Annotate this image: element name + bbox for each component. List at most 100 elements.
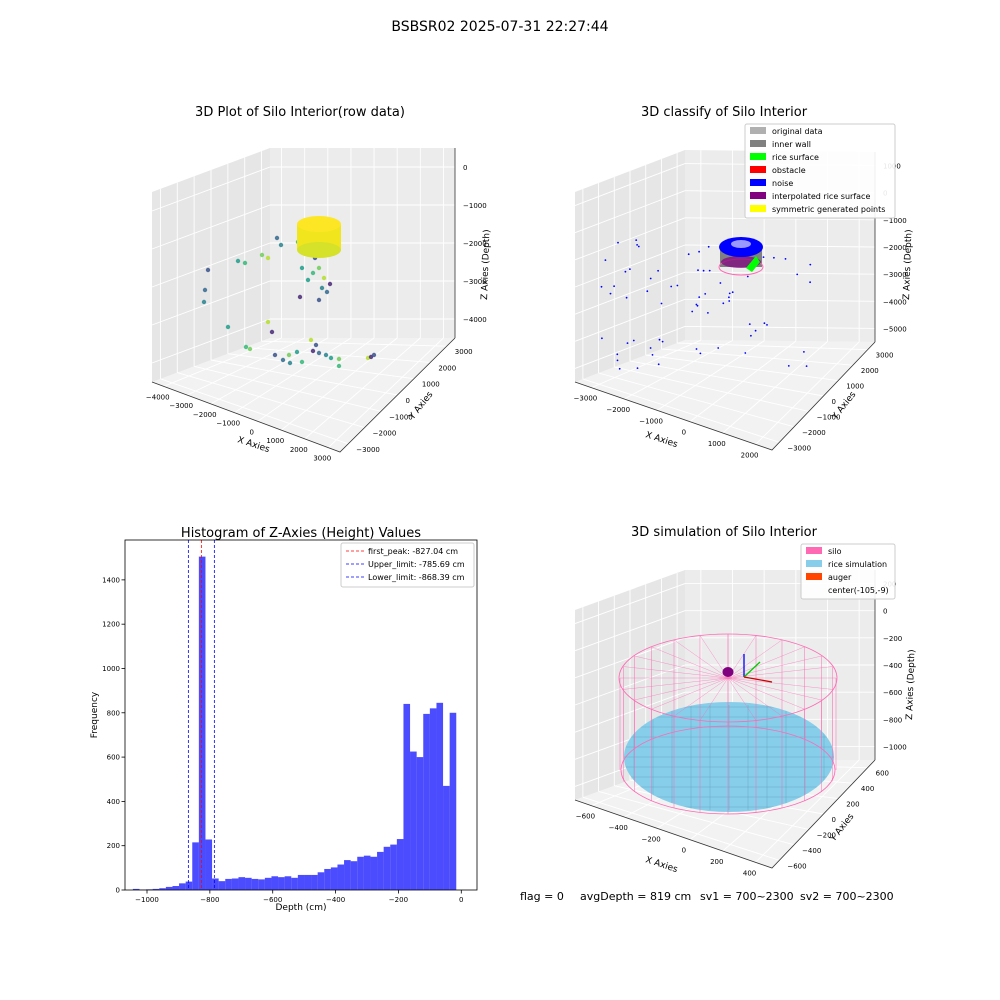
raw-data-point [297, 294, 303, 300]
simulation-z-gridline-left [574, 637, 686, 679]
silo-wire-spoke [623, 677, 729, 690]
classify-legend-label: noise [772, 179, 793, 188]
classify-z-gridline-left [574, 190, 686, 234]
classify-noise-point [687, 253, 690, 256]
silo-wire-spoke [673, 639, 729, 679]
histogram-bar [165, 886, 173, 890]
raw-data-point [336, 356, 342, 362]
classify-noise-point [796, 273, 799, 276]
simulation-z-tick-label: −600 [883, 689, 902, 697]
classify-noise-point [719, 282, 722, 284]
classify-noise-point [773, 256, 775, 259]
histogram-bar [416, 757, 424, 890]
simulation-y-tick-label: −600 [787, 862, 806, 870]
classify-z-tick-label: −5000 [883, 325, 907, 333]
histogram-x-tick-label: −200 [389, 896, 408, 904]
raw-y-gridline [261, 340, 447, 347]
raw-data-point [265, 319, 271, 325]
raw-y-gridline [177, 372, 365, 429]
classify-noise-point [646, 290, 649, 293]
classify-legend-swatch [750, 179, 766, 186]
histogram-title: Histogram of Z-Axies (Height) Values [181, 526, 421, 541]
auger-marker [722, 654, 773, 683]
histogram-bar [238, 877, 246, 890]
raw-y-tick-label: −1000 [389, 413, 413, 421]
classify-noise-point [616, 353, 619, 356]
simulation-y-tick-label: 200 [846, 801, 859, 809]
simulation-legend-swatch [806, 560, 822, 567]
sv1-text: sv1 = 700~2300 [700, 890, 794, 903]
histogram-bar [258, 879, 265, 890]
raw-x-tick-label: 0 [250, 428, 254, 436]
classify-noise-point [691, 310, 694, 313]
raw-data-point [316, 297, 322, 303]
raw-x-tick-label: 1000 [266, 437, 284, 445]
raw-y-axis-label: Y Axies [407, 390, 436, 423]
classify-noise-point [649, 347, 652, 349]
classify-noise-point [746, 275, 749, 278]
classify-noise-point [717, 347, 720, 349]
histogram-y-tick-label: 1200 [102, 621, 120, 629]
histogram-bar [291, 877, 298, 890]
silo-wire-spoke [727, 677, 783, 717]
raw-data-point [272, 352, 278, 358]
simulation-legend-label: silo [828, 547, 842, 556]
histogram-bar [350, 861, 358, 890]
classify-z-tick-label: −3000 [883, 271, 907, 279]
classify-noise-point [728, 296, 730, 299]
classify-legend: original data inner wall rice surface obsta… [744, 123, 896, 219]
raw-data-point [313, 342, 319, 348]
histogram-bar [357, 856, 364, 890]
raw-cylinder-top [297, 216, 341, 232]
classify-z-gridline-right [684, 325, 876, 329]
raw-data-point [319, 285, 325, 291]
classify-y-tick-label: 2000 [861, 367, 879, 375]
classify-legend-label: inner wall [772, 140, 811, 149]
silo-wire-spoke [727, 646, 805, 679]
raw-data-point [316, 265, 322, 271]
classify-noise-point [600, 285, 603, 288]
simulation-z-tick-label: −400 [883, 662, 902, 670]
raw-data-point [269, 329, 275, 335]
classify-legend-swatch [750, 205, 766, 212]
classify-noise-point [625, 296, 628, 299]
histogram-y-tick-label: 0 [116, 887, 120, 895]
raw-data-point [336, 363, 342, 369]
histogram-bar [436, 702, 444, 890]
classify-noise-point [661, 340, 664, 343]
classify-rice-surface-patch [746, 256, 760, 272]
raw-data-point [202, 287, 208, 293]
histogram-legend-frame [340, 542, 475, 588]
raw-data-point [247, 346, 253, 352]
classify-legend-label: rice surface [772, 153, 819, 162]
raw-data-point [299, 265, 305, 271]
classify-y-tick-label: 0 [832, 398, 836, 406]
histogram-bar [443, 785, 450, 890]
raw-z-tick-label: −4000 [463, 316, 487, 324]
raw-y-tick-label: 2000 [438, 364, 456, 372]
raw-data-point [259, 252, 265, 258]
raw-z-gridline-left [151, 242, 271, 288]
simulation-plot-title: 3D simulation of Silo Interior [631, 525, 818, 540]
classify-noise-point [754, 329, 757, 332]
classify-legend-swatch [750, 192, 766, 199]
classify-legend-label: original data [772, 127, 823, 136]
classify-noise-point [763, 322, 766, 325]
classify-y-tick-label: −3000 [787, 444, 811, 452]
raw-data-point [242, 260, 248, 266]
histogram-bar [231, 878, 239, 890]
histogram-bar [449, 712, 457, 890]
center-marker [722, 667, 734, 677]
rice-simulation-surface [624, 702, 834, 812]
classify-noise-point [784, 258, 787, 260]
raw-z-tick-label: 0 [463, 164, 467, 172]
auger-y-arrow [743, 661, 761, 678]
raw-data-point [299, 359, 305, 365]
histogram-x-tick-label: −1000 [135, 896, 159, 904]
raw-front-axis-edges [151, 337, 456, 453]
histogram-y-tick-label: 200 [107, 842, 120, 850]
raw-data-point [235, 258, 241, 264]
classify-noise-point [636, 367, 639, 369]
classify-noise-point [658, 338, 661, 341]
figure-title: BSBSR02 2025-07-31 22:27:44 [391, 19, 608, 35]
